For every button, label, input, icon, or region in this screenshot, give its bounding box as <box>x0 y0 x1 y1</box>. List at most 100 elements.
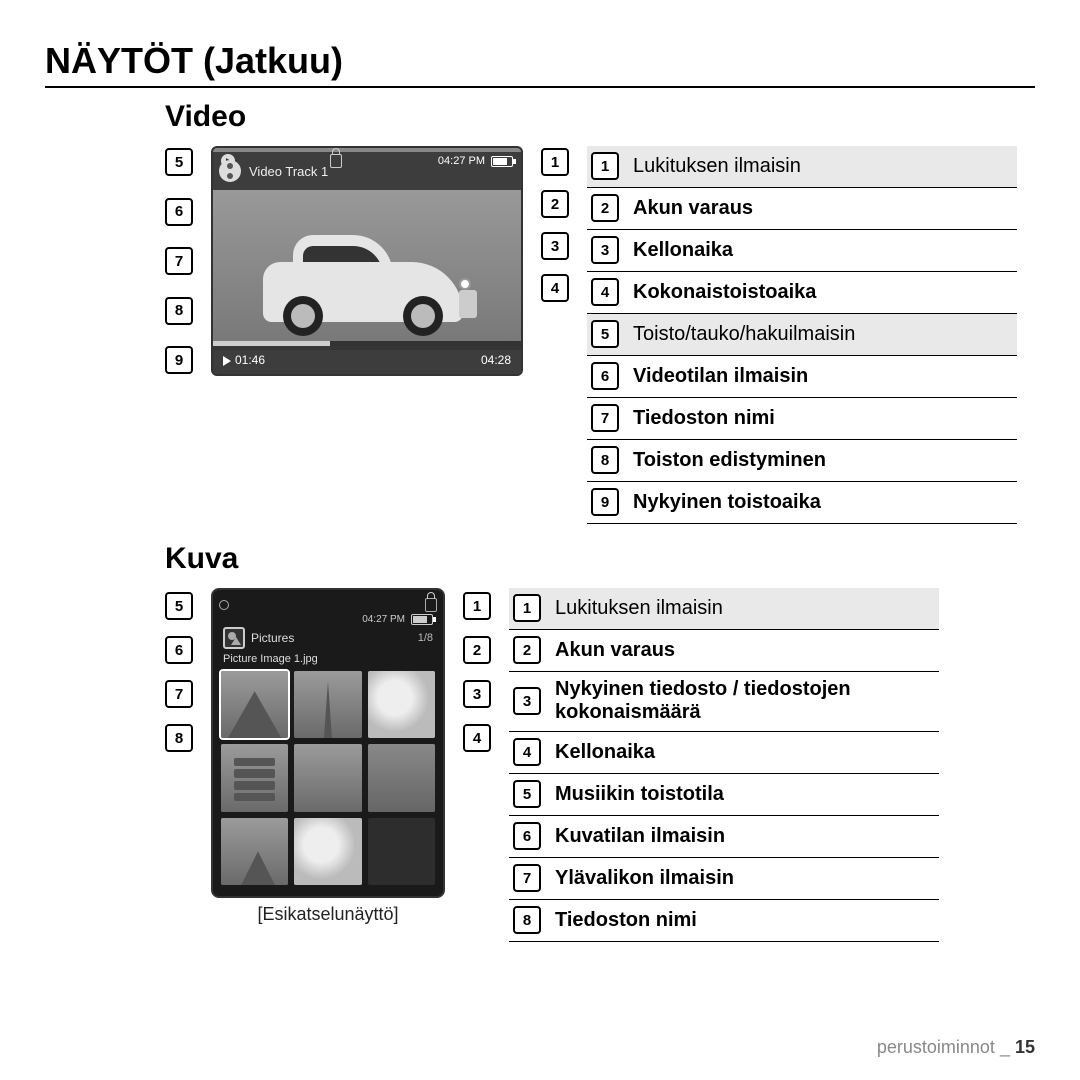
callout-6: 6 <box>165 198 193 226</box>
battery-icon <box>491 156 513 167</box>
page-number: 15 <box>1015 1037 1035 1057</box>
legend-num: 6 <box>513 822 541 850</box>
thumbnail-grid <box>219 669 437 887</box>
picture-clock: 04:27 PM <box>362 614 405 625</box>
callout-1: 1 <box>541 148 569 176</box>
callout-5: 5 <box>165 592 193 620</box>
footer-sep: _ <box>1000 1037 1010 1057</box>
legend-num: 7 <box>591 404 619 432</box>
thumb-6 <box>368 744 435 811</box>
legend-label: Tiedoston nimi <box>555 909 697 932</box>
legend-label: Kuvatilan ilmaisin <box>555 825 725 848</box>
footer-section: perustoiminnot <box>877 1037 995 1057</box>
thumb-empty <box>368 818 435 885</box>
legend-row: 2 Akun varaus <box>509 630 939 672</box>
video-thumbnail-art <box>223 208 511 340</box>
legend-num: 8 <box>591 446 619 474</box>
callout-7: 7 <box>165 680 193 708</box>
legend-label: Toiston edistyminen <box>633 449 826 472</box>
lock-icon <box>425 598 437 612</box>
callout-2: 2 <box>463 636 491 664</box>
legend-num: 4 <box>513 738 541 766</box>
video-mode-icon <box>219 160 241 182</box>
picture-count: 1/8 <box>418 632 433 644</box>
callout-7: 7 <box>165 247 193 275</box>
video-footer: 01:46 04:28 <box>213 346 521 374</box>
picture-right-callouts: 1 2 3 4 <box>463 588 491 752</box>
picture-section-title: Kuva <box>165 542 1035 576</box>
callout-5: 5 <box>165 148 193 176</box>
thumb-2 <box>294 671 361 738</box>
current-time: 01:46 <box>223 353 265 367</box>
legend-row: 9 Nykyinen toistoaika <box>587 482 1017 524</box>
legend-row: 4 Kokonaistoistoaika <box>587 272 1017 314</box>
video-topbar: 04:27 PM <box>213 154 521 168</box>
legend-label: Lukituksen ilmaisin <box>633 155 801 178</box>
legend-row: 1 Lukituksen ilmaisin <box>509 588 939 630</box>
callout-3: 3 <box>541 232 569 260</box>
picture-statusbar: 04:27 PM <box>219 614 437 625</box>
legend-row: 3Kellonaika <box>587 230 1017 272</box>
video-right-callouts: 1 2 3 4 <box>541 146 569 302</box>
legend-label: Musiikin toistotila <box>555 783 724 806</box>
picture-legend: 1 Lukituksen ilmaisin 2 Akun varaus 3Nykyine… <box>509 588 939 942</box>
legend-num: 2 <box>591 194 619 222</box>
legend-label: Nykyinen toistoaika <box>633 491 821 514</box>
legend-num: 7 <box>513 864 541 892</box>
page-title: NÄYTÖT (Jatkuu) <box>45 40 1035 82</box>
legend-num: 3 <box>513 687 541 715</box>
legend-label: Akun varaus <box>555 639 675 662</box>
thumb-8 <box>294 818 361 885</box>
legend-label: Lukituksen ilmaisin <box>555 597 723 620</box>
callout-6: 6 <box>165 636 193 664</box>
legend-row: 5Toisto/tauko/hakuilmaisin <box>587 314 1017 356</box>
legend-num: 5 <box>513 780 541 808</box>
legend-row: 8 Toiston edistyminen <box>587 440 1017 482</box>
legend-num: 3 <box>591 236 619 264</box>
callout-1: 1 <box>463 592 491 620</box>
legend-row: 6 Kuvatilan ilmaisin <box>509 816 939 858</box>
video-body <box>213 190 521 350</box>
thumb-5 <box>294 744 361 811</box>
video-section-title: Video <box>165 100 1035 134</box>
picture-screen: 04:27 PM Pictures 1/8 Picture Image 1.jp… <box>211 588 445 898</box>
video-clock: 04:27 PM <box>438 155 485 167</box>
legend-label: Akun varaus <box>633 197 753 220</box>
legend-num: 6 <box>591 362 619 390</box>
legend-label: Ylävalikon ilmaisin <box>555 867 734 890</box>
legend-row: 2 Akun varaus <box>587 188 1017 230</box>
picture-filename: Picture Image 1.jpg <box>219 651 437 669</box>
callout-3: 3 <box>463 680 491 708</box>
legend-label: Tiedoston nimi <box>633 407 775 430</box>
legend-row: 1 Lukituksen ilmaisin <box>587 146 1017 188</box>
legend-row: 8 Tiedoston nimi <box>509 900 939 942</box>
picture-mode-row: Pictures 1/8 <box>219 625 437 651</box>
legend-num: 5 <box>591 320 619 348</box>
music-status-icon <box>219 600 229 610</box>
legend-num: 2 <box>513 636 541 664</box>
picture-topbar <box>219 596 437 614</box>
thumb-1 <box>221 671 288 738</box>
legend-label: Kokonaistoistoaika <box>633 281 816 304</box>
total-time: 04:28 <box>481 353 511 367</box>
legend-row: 5 Musiikin toistotila <box>509 774 939 816</box>
legend-row: 4Kellonaika <box>509 732 939 774</box>
legend-num: 8 <box>513 906 541 934</box>
title-rule <box>45 86 1035 88</box>
picture-left-callouts: 5 6 7 8 <box>165 588 193 752</box>
lock-icon <box>330 154 342 168</box>
picture-caption: [Esikatselunäyttö] <box>257 904 398 925</box>
legend-row: 3Nykyinen tiedosto / tiedostojen kokonai… <box>509 672 939 732</box>
legend-num: 1 <box>513 594 541 622</box>
picture-row: 5 6 7 8 04:27 PM Pictures 1/8 <box>165 588 1035 942</box>
legend-num: 4 <box>591 278 619 306</box>
legend-num: 1 <box>591 152 619 180</box>
picture-folder: Pictures <box>251 631 294 645</box>
play-icon <box>223 356 231 366</box>
video-left-callouts: 5 6 7 8 9 <box>165 146 193 376</box>
legend-row: 7 Ylävalikon ilmaisin <box>509 858 939 900</box>
picture-mode-icon <box>223 627 245 649</box>
page-footer: perustoiminnot _ 15 <box>877 1037 1035 1058</box>
thumb-3 <box>368 671 435 738</box>
legend-num: 9 <box>591 488 619 516</box>
